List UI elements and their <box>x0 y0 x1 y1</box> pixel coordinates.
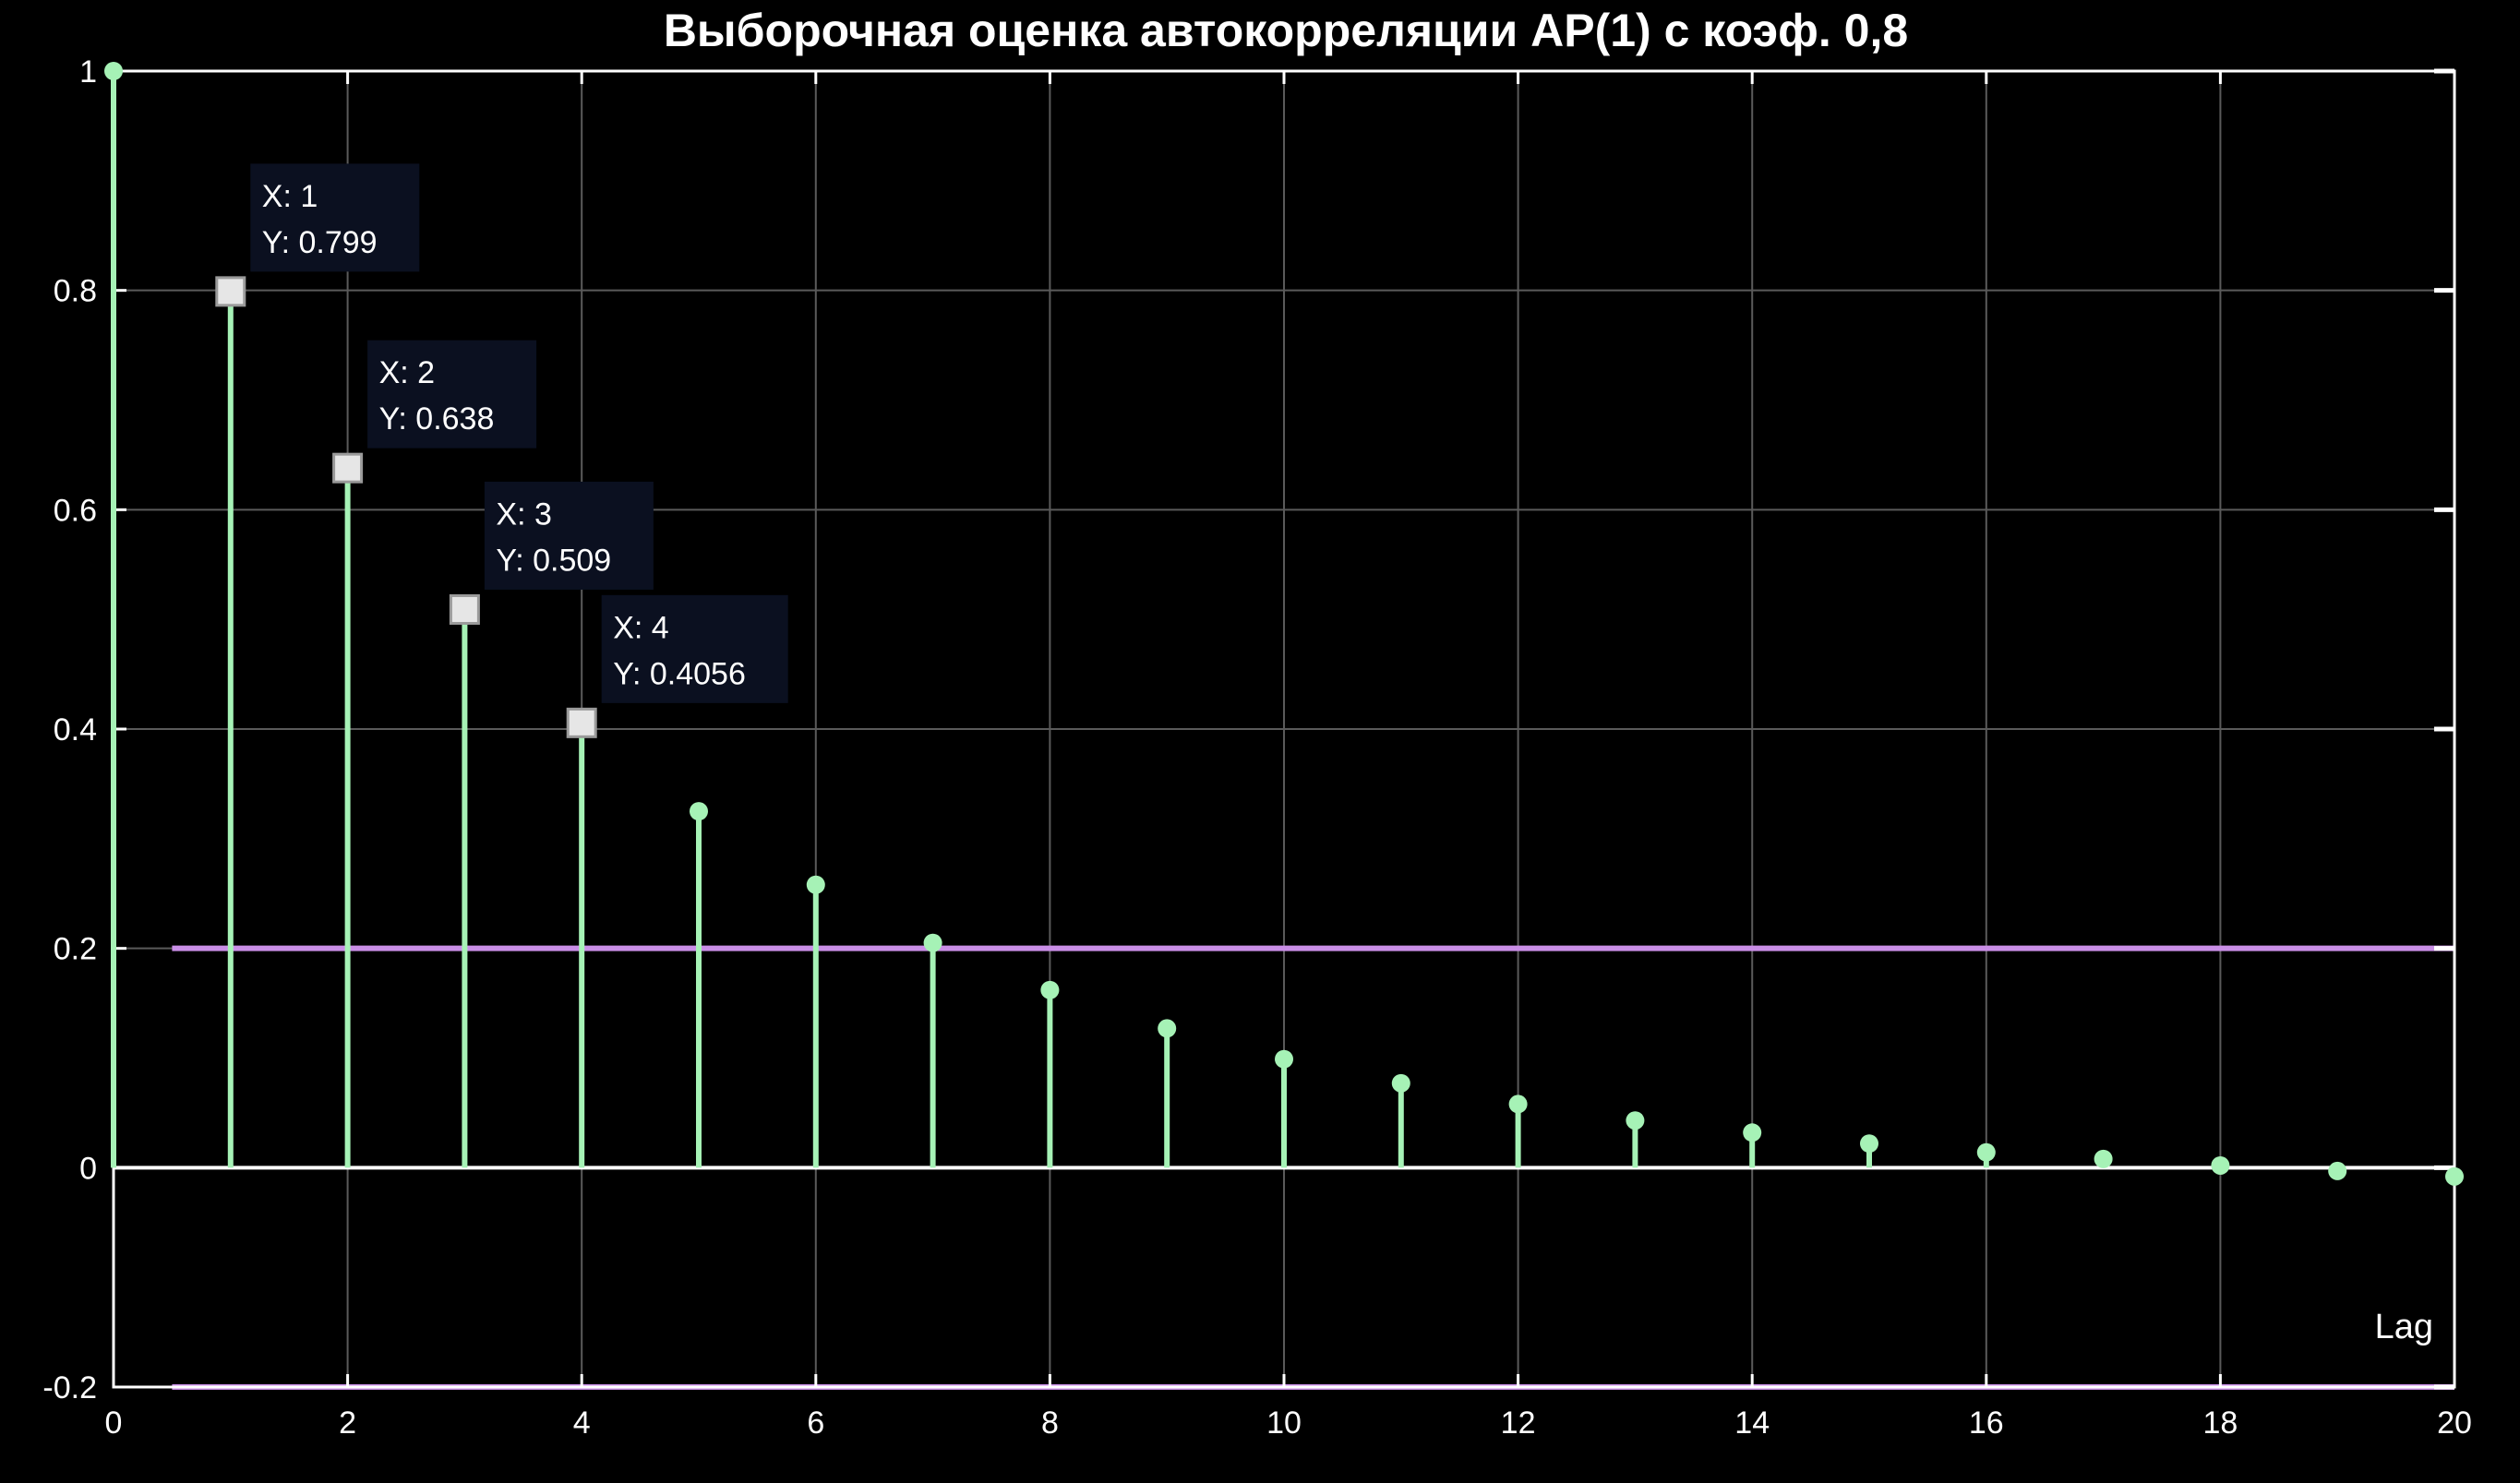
y-tick-label: 0.2 <box>54 932 97 967</box>
datatip-box <box>250 163 420 272</box>
y-tick-label: 0 <box>79 1151 97 1186</box>
x-tick-label: 0 <box>105 1405 123 1441</box>
y-tick-label: 0.6 <box>54 493 97 528</box>
datatip-box <box>601 594 788 703</box>
stem-marker-selected <box>215 276 246 307</box>
x-tick-label: 4 <box>573 1405 591 1441</box>
datatip-box <box>367 340 537 448</box>
datatip[interactable]: X: 2 Y: 0.638 <box>367 340 537 448</box>
x-tick-label: 10 <box>1266 1405 1302 1441</box>
chart-title: Выборочная оценка автокорреляции АР(1) с… <box>664 5 1908 56</box>
datatip-line: Y: 0.509 <box>496 543 611 578</box>
x-tick-label: 18 <box>2202 1405 2238 1441</box>
stem-marker <box>1743 1123 1762 1142</box>
datatip-line: Y: 0.799 <box>262 225 378 260</box>
x-tick-label: 16 <box>1969 1405 2004 1441</box>
x-tick-label: 8 <box>1041 1405 1059 1441</box>
datatip-line: Y: 0.4056 <box>613 656 746 691</box>
datatip-line: X: 1 <box>262 179 318 214</box>
x-tick-label: 14 <box>1734 1405 1770 1441</box>
stem-marker <box>923 933 942 952</box>
stem-marker <box>1508 1094 1528 1114</box>
stem-marker <box>104 62 123 80</box>
stem-series <box>104 62 2464 1186</box>
y-tick-label: -0.2 <box>42 1370 97 1405</box>
stem-marker-selected <box>566 707 597 738</box>
stem-marker <box>1976 1142 1996 1162</box>
x-tick-label: 6 <box>807 1405 824 1441</box>
datatip[interactable]: X: 3 Y: 0.509 <box>484 481 654 590</box>
datatip-line: X: 3 <box>496 496 551 532</box>
tick-labels: 0 2 4 6 8 10 12 14 16 18 20-0.200.20.40.60.81 <box>42 54 2472 1441</box>
stem-marker <box>2445 1166 2464 1186</box>
stem-marker <box>1040 980 1060 999</box>
x-tick-label: 20 <box>2437 1405 2472 1441</box>
y-tick-label: 0.4 <box>54 712 97 747</box>
x-tick-label: 2 <box>339 1405 356 1441</box>
datatip-box <box>484 481 654 590</box>
stem-marker <box>690 802 708 821</box>
datatip-line: Y: 0.638 <box>379 401 495 437</box>
stem-marker <box>1275 1049 1293 1069</box>
y-tick-label: 0.8 <box>54 274 97 309</box>
y-tick-label: 1 <box>79 54 97 90</box>
stem-marker <box>1158 1019 1177 1038</box>
stem-marker-selected <box>332 452 364 484</box>
stem-marker <box>2094 1149 2113 1168</box>
datatip[interactable]: X: 4 Y: 0.4056 <box>601 594 788 703</box>
stem-marker <box>1626 1111 1645 1130</box>
stem-marker <box>2211 1155 2230 1175</box>
datatip[interactable]: X: 1 Y: 0.799 <box>250 163 420 272</box>
datatip-line: X: 4 <box>613 610 668 645</box>
stem-marker <box>1391 1073 1410 1093</box>
stem-marker <box>1860 1134 1878 1154</box>
stem-marker-selected <box>449 593 480 625</box>
stem-marker <box>2328 1161 2347 1180</box>
x-axis-label: Lag <box>2375 1308 2433 1346</box>
datatip-line: X: 2 <box>379 355 435 390</box>
x-tick-label: 12 <box>1501 1405 1536 1441</box>
stem-marker <box>806 875 825 894</box>
